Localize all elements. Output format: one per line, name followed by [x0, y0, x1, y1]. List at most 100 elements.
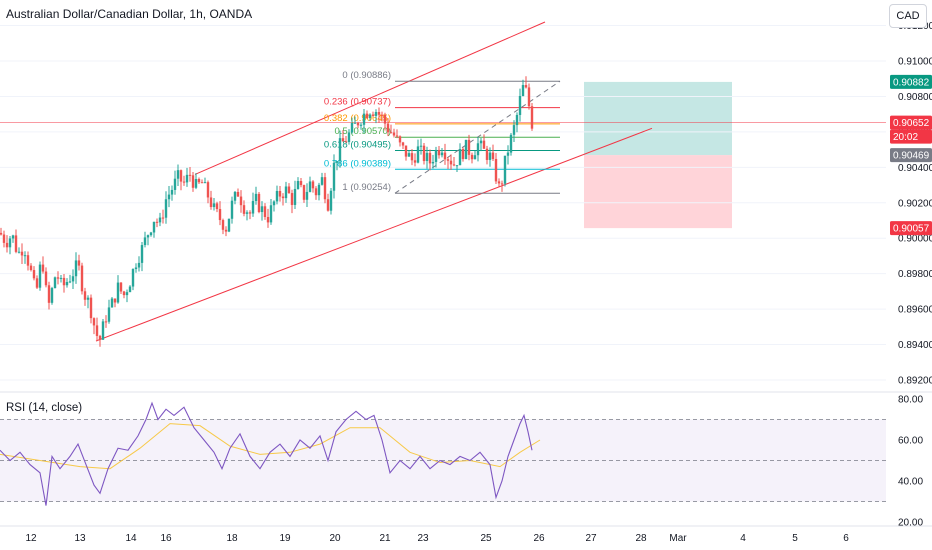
candle-body [155, 221, 159, 223]
candles [0, 76, 534, 347]
time-tick-label: 21 [379, 533, 391, 544]
time-tick-label: 20 [329, 533, 341, 544]
candle-body [419, 145, 423, 147]
candle-body [224, 229, 228, 232]
candle-body [80, 265, 84, 292]
channel-upper-line [194, 21, 546, 175]
candle-body [95, 325, 99, 336]
chart-title: Australian Dollar/Canadian Dollar, 1h, O… [6, 7, 253, 21]
time-tick-label: 6 [843, 533, 849, 544]
candle-body [218, 209, 222, 221]
candle-body [278, 190, 282, 197]
candle-body [134, 267, 138, 270]
candle-body [269, 205, 273, 223]
rsi-axis: 80.00 60.00 40.00 20.00 [898, 395, 923, 529]
candle-body [242, 205, 246, 214]
time-tick-label: 14 [125, 533, 137, 544]
price-tick-label: 0.89600 [898, 305, 932, 316]
price-tick-label: 0.89800 [898, 269, 932, 280]
candle-body [71, 276, 75, 282]
candle-body [449, 160, 453, 165]
rsi-label: RSI (14, close) [6, 402, 83, 414]
candle-body [275, 190, 279, 202]
candle-body [2, 234, 6, 243]
price-tag [890, 115, 932, 130]
candle-body [86, 297, 90, 300]
time-tick-label: 25 [480, 533, 492, 544]
candle-body [221, 220, 225, 230]
candle-body [464, 139, 468, 160]
fib-level-label: 0.236 (0.90737) [324, 97, 391, 108]
candle-body [266, 216, 270, 223]
candle-body [203, 182, 207, 184]
candle-body [74, 260, 78, 277]
candle-body [434, 149, 438, 162]
candle-body [50, 288, 54, 303]
candle-body [440, 152, 444, 156]
candle-body [125, 292, 129, 296]
candle-body [512, 125, 516, 135]
candle-body [173, 178, 177, 190]
candle-body [290, 193, 294, 205]
candle-body [149, 232, 153, 236]
candle-body [161, 217, 165, 219]
candle-body [446, 159, 450, 161]
candle-body [365, 113, 369, 119]
candle-body [170, 189, 174, 195]
candle-body [503, 155, 507, 184]
candle-body [101, 321, 105, 340]
candle-body [239, 196, 243, 206]
price-tag [890, 221, 932, 236]
candle-body [362, 113, 366, 125]
candle-body [470, 154, 474, 160]
candle-body [182, 181, 186, 183]
rsi-tick-label: 20.00 [898, 518, 923, 529]
rsi-line [0, 401, 533, 506]
candle-body [359, 124, 363, 126]
candle-body [119, 282, 123, 292]
candle-body [185, 174, 189, 183]
channel-lines [95, 21, 653, 342]
candle-body [410, 153, 414, 161]
candle-body [398, 136, 402, 143]
price-tick-label: 0.90200 [898, 198, 932, 209]
fib-level-label: 0 (0.90886) [342, 70, 391, 81]
candle-body [494, 158, 498, 182]
time-tick-label: Mar [669, 533, 687, 544]
fib-level-label: 1 (0.90254) [342, 182, 391, 193]
candle-body [14, 235, 18, 252]
candle-body [437, 149, 441, 156]
time-axis: 12 13 14 16 18 19 20 21 23 25 26 27 28 Mar 4 5 6 [0, 525, 932, 544]
currency-button[interactable]: CAD [889, 4, 927, 28]
candle-body [197, 179, 201, 183]
candle-body [200, 182, 204, 184]
candle-body [314, 188, 318, 196]
price-tag-label: 20:02 [893, 132, 918, 143]
time-tick-label: 13 [74, 533, 86, 544]
price-tag-label: 0.90057 [893, 224, 930, 235]
candle-body [305, 191, 309, 200]
candle-body [257, 193, 261, 213]
candle-body [23, 255, 27, 257]
candle-body [20, 251, 24, 256]
candle-body [89, 297, 93, 319]
price-tag-label: 0.90882 [893, 77, 930, 88]
candle-body [476, 143, 480, 156]
candle-body [416, 146, 420, 163]
time-tick-label: 23 [417, 533, 429, 544]
candle-body [245, 212, 249, 214]
candle-body [479, 140, 483, 144]
candle-body [176, 170, 180, 179]
candle-body [347, 132, 351, 143]
candle-body [332, 162, 336, 191]
candle-body [383, 114, 387, 124]
fib-level-label: 0.786 (0.90389) [324, 158, 391, 169]
candle-body [251, 201, 255, 214]
candle-body [491, 152, 495, 159]
candle-body [188, 174, 192, 176]
candle-body [473, 155, 477, 160]
candle-body [110, 298, 114, 308]
candle-body [488, 152, 492, 160]
price-tag [890, 129, 932, 144]
